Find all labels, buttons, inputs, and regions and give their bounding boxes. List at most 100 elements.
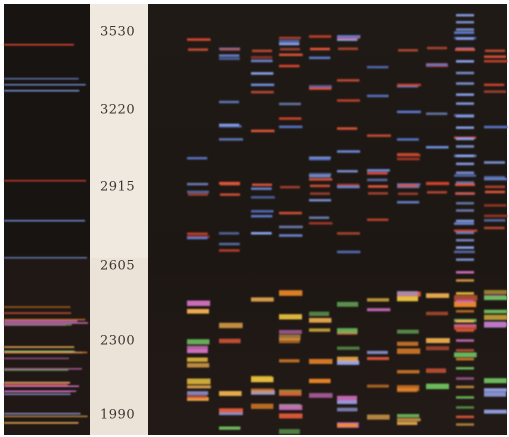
band xyxy=(397,342,418,346)
marker-band xyxy=(456,320,474,323)
band xyxy=(279,212,302,215)
marker-band xyxy=(456,155,474,158)
reference-band xyxy=(4,78,79,80)
band xyxy=(187,237,208,240)
band xyxy=(368,185,388,188)
marker-band xyxy=(456,367,474,370)
band xyxy=(397,154,421,157)
band xyxy=(279,226,303,229)
reference-band xyxy=(4,358,69,360)
band xyxy=(251,404,273,409)
band xyxy=(337,170,358,173)
band xyxy=(251,91,274,94)
band xyxy=(367,172,388,175)
band xyxy=(426,368,446,373)
marker-band xyxy=(456,349,474,352)
band xyxy=(279,290,302,296)
band xyxy=(484,84,504,87)
band xyxy=(251,388,274,393)
marker-band xyxy=(456,115,474,118)
band xyxy=(251,72,273,75)
band xyxy=(367,308,390,311)
band xyxy=(279,103,301,106)
band xyxy=(485,186,505,189)
band xyxy=(484,378,507,383)
band xyxy=(484,126,508,129)
band xyxy=(279,330,302,334)
band xyxy=(251,377,274,382)
band xyxy=(454,174,476,177)
band xyxy=(310,48,330,51)
marker-band xyxy=(456,145,474,148)
band xyxy=(220,183,240,186)
marker-band xyxy=(456,37,474,40)
band xyxy=(397,296,418,301)
marker-band xyxy=(456,172,474,175)
band xyxy=(367,298,389,301)
band xyxy=(337,35,360,38)
band xyxy=(279,65,300,68)
band xyxy=(337,302,358,307)
band xyxy=(188,48,208,51)
band xyxy=(219,232,239,235)
band xyxy=(187,38,211,41)
band xyxy=(337,232,360,235)
band xyxy=(454,295,477,301)
band xyxy=(484,204,507,207)
band xyxy=(251,215,272,218)
band xyxy=(251,84,274,87)
marker-band xyxy=(456,93,474,96)
scale-label: 2605 xyxy=(100,259,135,274)
marker-band xyxy=(456,339,474,342)
band xyxy=(309,57,330,60)
band xyxy=(187,301,210,306)
band xyxy=(397,138,419,141)
band xyxy=(367,415,390,420)
band xyxy=(484,290,507,294)
band xyxy=(279,126,302,129)
band xyxy=(398,49,418,52)
band xyxy=(454,326,476,330)
band xyxy=(426,64,448,67)
band xyxy=(187,391,208,395)
band xyxy=(187,157,207,160)
band xyxy=(251,56,272,59)
band xyxy=(279,234,302,237)
band xyxy=(187,233,208,236)
marker-band xyxy=(456,279,474,282)
band xyxy=(484,60,507,63)
scale-label: 1990 xyxy=(100,408,135,423)
marker-band xyxy=(456,126,474,128)
band xyxy=(426,338,450,343)
band xyxy=(397,370,420,373)
band xyxy=(219,54,239,57)
band xyxy=(219,101,239,104)
marker-band xyxy=(456,102,474,105)
band xyxy=(279,392,302,396)
band xyxy=(367,169,390,172)
reference-band xyxy=(4,220,85,222)
band xyxy=(219,138,243,141)
marker-band xyxy=(456,246,474,249)
band xyxy=(367,134,391,137)
band xyxy=(484,388,507,391)
band xyxy=(337,347,360,350)
marker-band xyxy=(456,181,474,184)
reference-band xyxy=(4,346,74,348)
band xyxy=(219,339,241,343)
band xyxy=(367,351,388,354)
band xyxy=(309,199,331,202)
marker-band xyxy=(456,396,474,399)
band xyxy=(426,112,447,115)
band xyxy=(187,191,209,194)
band xyxy=(309,318,331,323)
band xyxy=(251,196,275,199)
band xyxy=(338,48,358,51)
band xyxy=(309,393,333,398)
band xyxy=(337,127,357,130)
band xyxy=(337,328,358,333)
marker-band xyxy=(456,292,474,295)
marker-band xyxy=(456,60,474,63)
reference-band xyxy=(4,90,79,92)
band xyxy=(367,95,389,98)
